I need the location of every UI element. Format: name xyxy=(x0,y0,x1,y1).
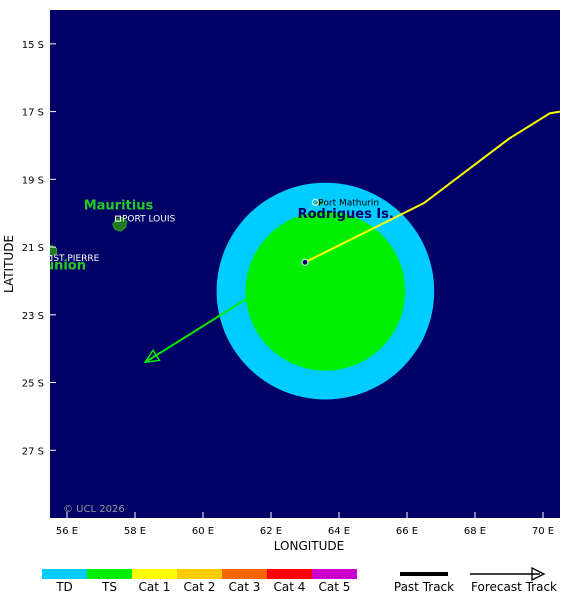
legend-swatch-ts xyxy=(87,569,132,579)
legend-swatch-cat1 xyxy=(132,569,177,579)
legend-label: TS xyxy=(101,580,117,594)
forecast-arrowhead xyxy=(143,348,161,364)
copyright-text: © UCL 2026 xyxy=(63,504,125,515)
lon-tick-label: 64 E xyxy=(328,526,350,537)
st-pierre-marker xyxy=(50,255,53,262)
port-mathurin-marker xyxy=(311,198,319,206)
lat-tick-label: 27 S xyxy=(22,446,44,457)
legend-label: Cat 1 xyxy=(139,580,171,594)
lat-tick-label: 19 S xyxy=(22,175,44,186)
x-axis-label: LONGITUDE xyxy=(274,539,344,553)
lon-tick-label: 62 E xyxy=(260,526,282,537)
legend-swatch-cat5 xyxy=(312,569,357,579)
ts-forecast-track xyxy=(144,261,306,364)
legend-label: Cat 5 xyxy=(319,580,351,594)
legend-label: Cat 4 xyxy=(274,580,306,594)
legend-label: TD xyxy=(55,580,73,594)
lat-tick-label: 23 S xyxy=(22,311,44,322)
st-pierre-label: ST PIERRE xyxy=(53,254,99,264)
port-louis-label: PORT LOUIS xyxy=(122,215,175,225)
latitude-axis: 15 S 17 S 19 S 21 S 23 S 25 S 27 S xyxy=(22,40,56,457)
tropical-storm-wind-radius xyxy=(245,211,406,371)
lat-tick-label: 15 S xyxy=(22,40,44,51)
intensity-legend: TD TS Cat 1 Cat 2 Cat 3 Cat 4 Cat 5 xyxy=(42,569,357,594)
lat-tick-label: 17 S xyxy=(22,108,44,119)
lon-tick-label: 56 E xyxy=(56,526,78,537)
lat-tick-label: 21 S xyxy=(22,243,44,254)
legend-label: Cat 3 xyxy=(229,580,261,594)
lon-tick-label: 68 E xyxy=(464,526,486,537)
port-mathurin-label: Port Mathurin xyxy=(318,198,379,208)
lon-tick-label: 66 E xyxy=(396,526,418,537)
legend-swatch-cat3 xyxy=(222,569,267,579)
cat1-forecast-track xyxy=(304,110,560,264)
mauritius-label: Mauritius xyxy=(84,198,154,213)
reunion-label: Réunion xyxy=(26,258,86,273)
legend-label: Cat 2 xyxy=(184,580,216,594)
storm-current-position xyxy=(301,258,309,266)
forecast-track-label: Forecast Track xyxy=(471,580,557,594)
rodrigues-label: Rodrigues Is. xyxy=(298,207,394,222)
port-louis-marker xyxy=(115,215,121,222)
forecast-track-arrowhead xyxy=(531,566,546,582)
y-axis-label: LATITUDE xyxy=(2,235,16,293)
lon-tick-label: 70 E xyxy=(532,526,554,537)
lon-tick-label: 60 E xyxy=(192,526,214,537)
legend-swatch-cat4 xyxy=(267,569,312,579)
legend-swatch-cat2 xyxy=(177,569,222,579)
lon-tick-label: 58 E xyxy=(124,526,146,537)
past-track-label: Past Track xyxy=(394,580,454,594)
legend-swatch-td xyxy=(42,569,87,579)
longitude-axis: 56 E 58 E 60 E 62 E 64 E 66 E 68 E 70 E xyxy=(56,512,554,537)
lat-tick-label: 25 S xyxy=(22,379,44,390)
reunion-island xyxy=(50,245,58,256)
